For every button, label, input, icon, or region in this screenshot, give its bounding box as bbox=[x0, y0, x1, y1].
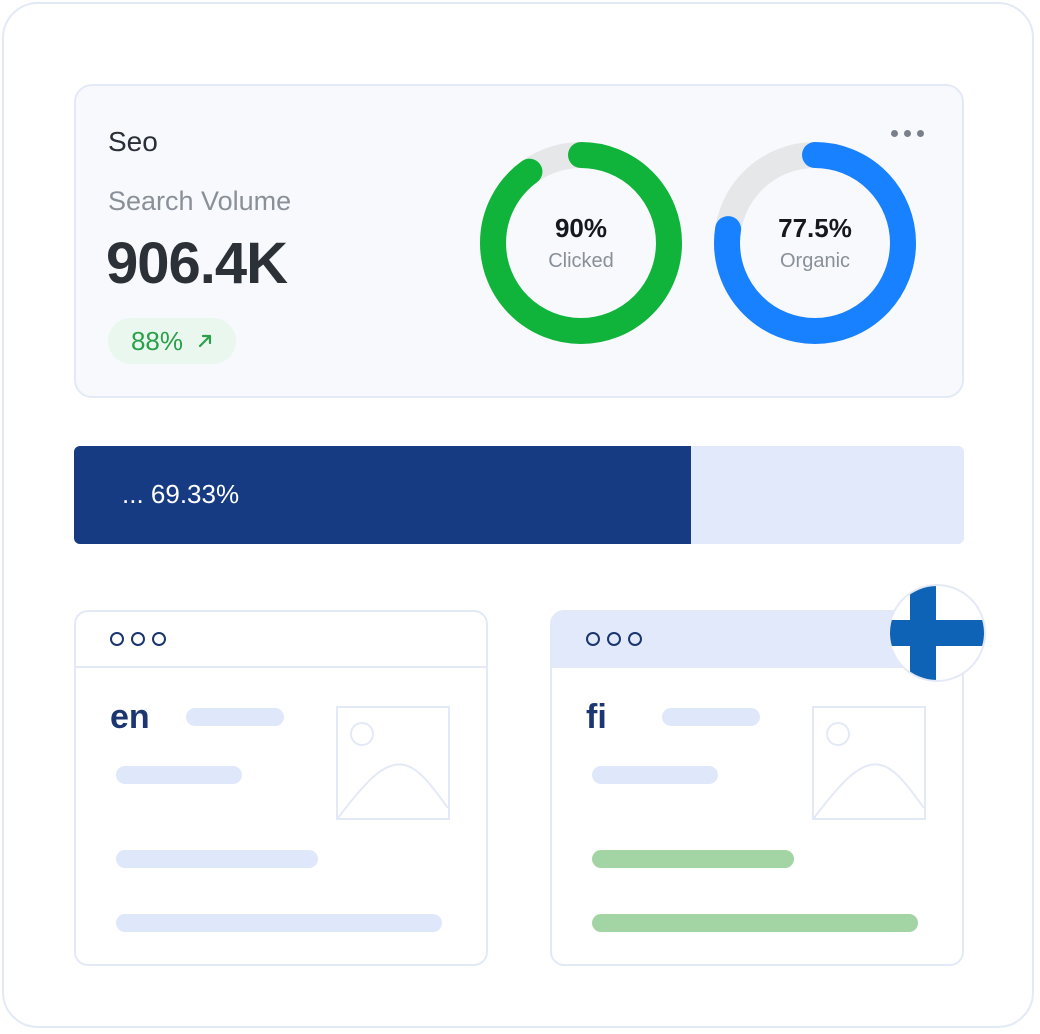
image-placeholder-icon bbox=[812, 706, 926, 820]
text-placeholder bbox=[662, 708, 760, 726]
arrow-up-right-icon bbox=[197, 333, 213, 349]
translated-text-placeholder bbox=[592, 914, 918, 932]
window-dot-icon bbox=[131, 632, 145, 646]
window-dot-icon bbox=[586, 632, 600, 646]
card-title: Seo bbox=[108, 126, 158, 157]
clicked-value: 90% bbox=[554, 213, 608, 243]
growth-value: 88% bbox=[130, 325, 184, 356]
window-dot-icon bbox=[628, 632, 642, 646]
clicked-label: Clicked bbox=[548, 250, 614, 272]
metric-value: 906.4K bbox=[106, 231, 288, 296]
window-dot-icon bbox=[110, 632, 124, 646]
organic-donut-chart: 77.5% Organic bbox=[712, 140, 918, 346]
text-placeholder bbox=[186, 708, 284, 726]
browser-window-fi: fi bbox=[550, 610, 964, 966]
window-titlebar bbox=[76, 612, 486, 668]
progress-text: ... 69.33% bbox=[122, 479, 240, 509]
language-code: fi bbox=[586, 698, 607, 736]
translation-progress-bar: ... 69.33% bbox=[74, 446, 964, 544]
finland-flag-icon bbox=[888, 584, 986, 682]
organic-label: Organic bbox=[779, 250, 851, 272]
metric-label: Search Volume bbox=[108, 186, 292, 216]
text-placeholder bbox=[116, 914, 442, 932]
text-placeholder bbox=[592, 766, 718, 784]
organic-value: 77.5% bbox=[778, 213, 852, 243]
growth-badge: 88% bbox=[108, 318, 236, 364]
language-code: en bbox=[110, 698, 150, 736]
more-horizontal-icon[interactable] bbox=[891, 130, 924, 137]
clicked-arc bbox=[480, 142, 682, 344]
text-placeholder bbox=[116, 850, 318, 868]
progress-fill bbox=[74, 446, 692, 544]
browser-window-en: en bbox=[74, 610, 488, 966]
translated-text-placeholder bbox=[592, 850, 794, 868]
seo-card: Seo Search Volume 906.4K 88% 90% Clicked… bbox=[74, 84, 964, 398]
organic-arc bbox=[714, 142, 916, 344]
text-placeholder bbox=[116, 766, 242, 784]
image-placeholder-icon bbox=[336, 706, 450, 820]
window-dot-icon bbox=[152, 632, 166, 646]
window-dot-icon bbox=[607, 632, 621, 646]
clicked-donut-chart: 90% Clicked bbox=[478, 140, 684, 346]
